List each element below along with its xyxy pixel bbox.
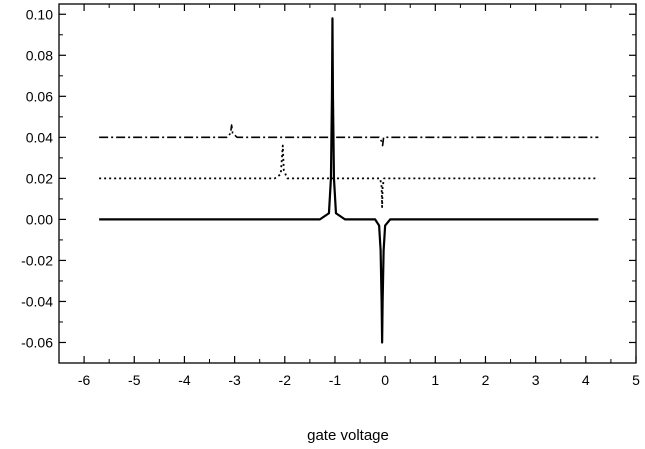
x-tick-label: -3 — [228, 372, 241, 388]
x-tick-label: 4 — [582, 372, 590, 388]
y-tick-label: -0.06 — [21, 334, 53, 350]
y-tick-label: -0.02 — [21, 252, 53, 268]
y-tick-label: 0.00 — [26, 211, 53, 227]
tick-marks — [59, 4, 637, 364]
plot-frame — [58, 3, 637, 364]
x-tick-label: -2 — [279, 372, 292, 388]
x-tick-label: 2 — [482, 372, 490, 388]
x-tick-label: -4 — [178, 372, 191, 388]
y-tick-label: 0.04 — [26, 129, 53, 145]
x-tick-label: -5 — [128, 372, 141, 388]
series-line-solid — [99, 17, 599, 344]
x-tick-label: 0 — [381, 372, 389, 388]
series-layer — [99, 17, 599, 344]
y-tick-labels: 0.10 0.08 0.06 0.04 0.02 0.00 -0.02 -0.04 -0.06 — [21, 6, 53, 350]
x-tick-label: 5 — [632, 372, 640, 388]
y-tick-label: 0.10 — [26, 6, 53, 22]
series-line-dashdot — [99, 124, 599, 147]
x-tick-label: 1 — [431, 372, 439, 388]
x-tick-label: -6 — [78, 372, 91, 388]
x-tick-labels: -6 -5 -4 -3 -2 -1 0 1 2 3 4 5 — [78, 372, 640, 388]
y-tick-label: 0.06 — [26, 88, 53, 104]
y-tick-label: 0.08 — [26, 47, 53, 63]
y-tick-label: 0.02 — [26, 170, 53, 186]
series-line-dotted — [99, 144, 599, 208]
x-tick-label: 3 — [532, 372, 540, 388]
x-tick-label: -1 — [329, 372, 342, 388]
y-tick-label: -0.04 — [21, 293, 53, 309]
x-axis-label: gate voltage — [307, 427, 389, 444]
